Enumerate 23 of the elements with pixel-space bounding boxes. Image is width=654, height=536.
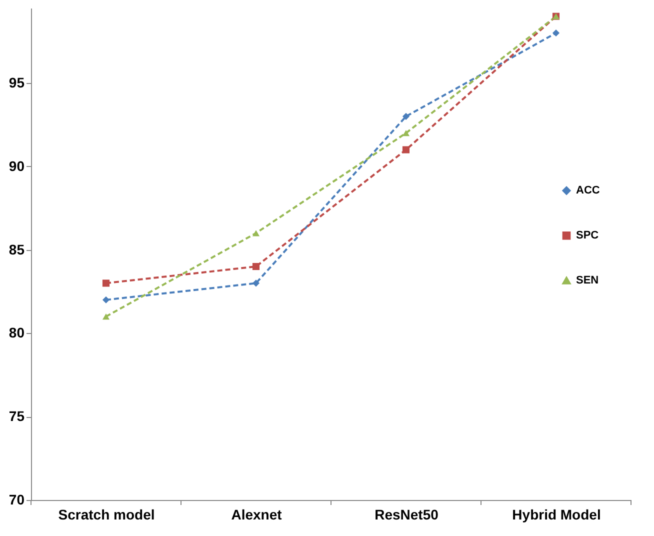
y-tick-label: 95 [8, 74, 25, 91]
x-tick-label: Alexnet [231, 506, 282, 522]
point [402, 146, 410, 154]
y-tick-label: 75 [8, 408, 25, 424]
y-tick-label: 90 [8, 158, 25, 174]
y-tick-label: 80 [8, 324, 25, 341]
point [102, 313, 110, 320]
point [102, 280, 110, 287]
point [252, 262, 260, 270]
point [402, 130, 410, 136]
legend-label: SEN [576, 274, 599, 287]
x-tick-label: Hybrid Model [512, 506, 601, 522]
y-tick-label: 70 [8, 492, 25, 508]
point [102, 296, 110, 304]
legend-label: ACC [576, 184, 600, 197]
point [402, 112, 410, 120]
y-tick-label: 85 [8, 241, 25, 258]
point [552, 29, 560, 37]
point [252, 230, 260, 236]
x-tick-label: ResNet50 [374, 506, 439, 522]
x-tick-label: Scratch model [58, 506, 155, 522]
point [252, 280, 260, 287]
legend-label: SPC [576, 230, 599, 242]
